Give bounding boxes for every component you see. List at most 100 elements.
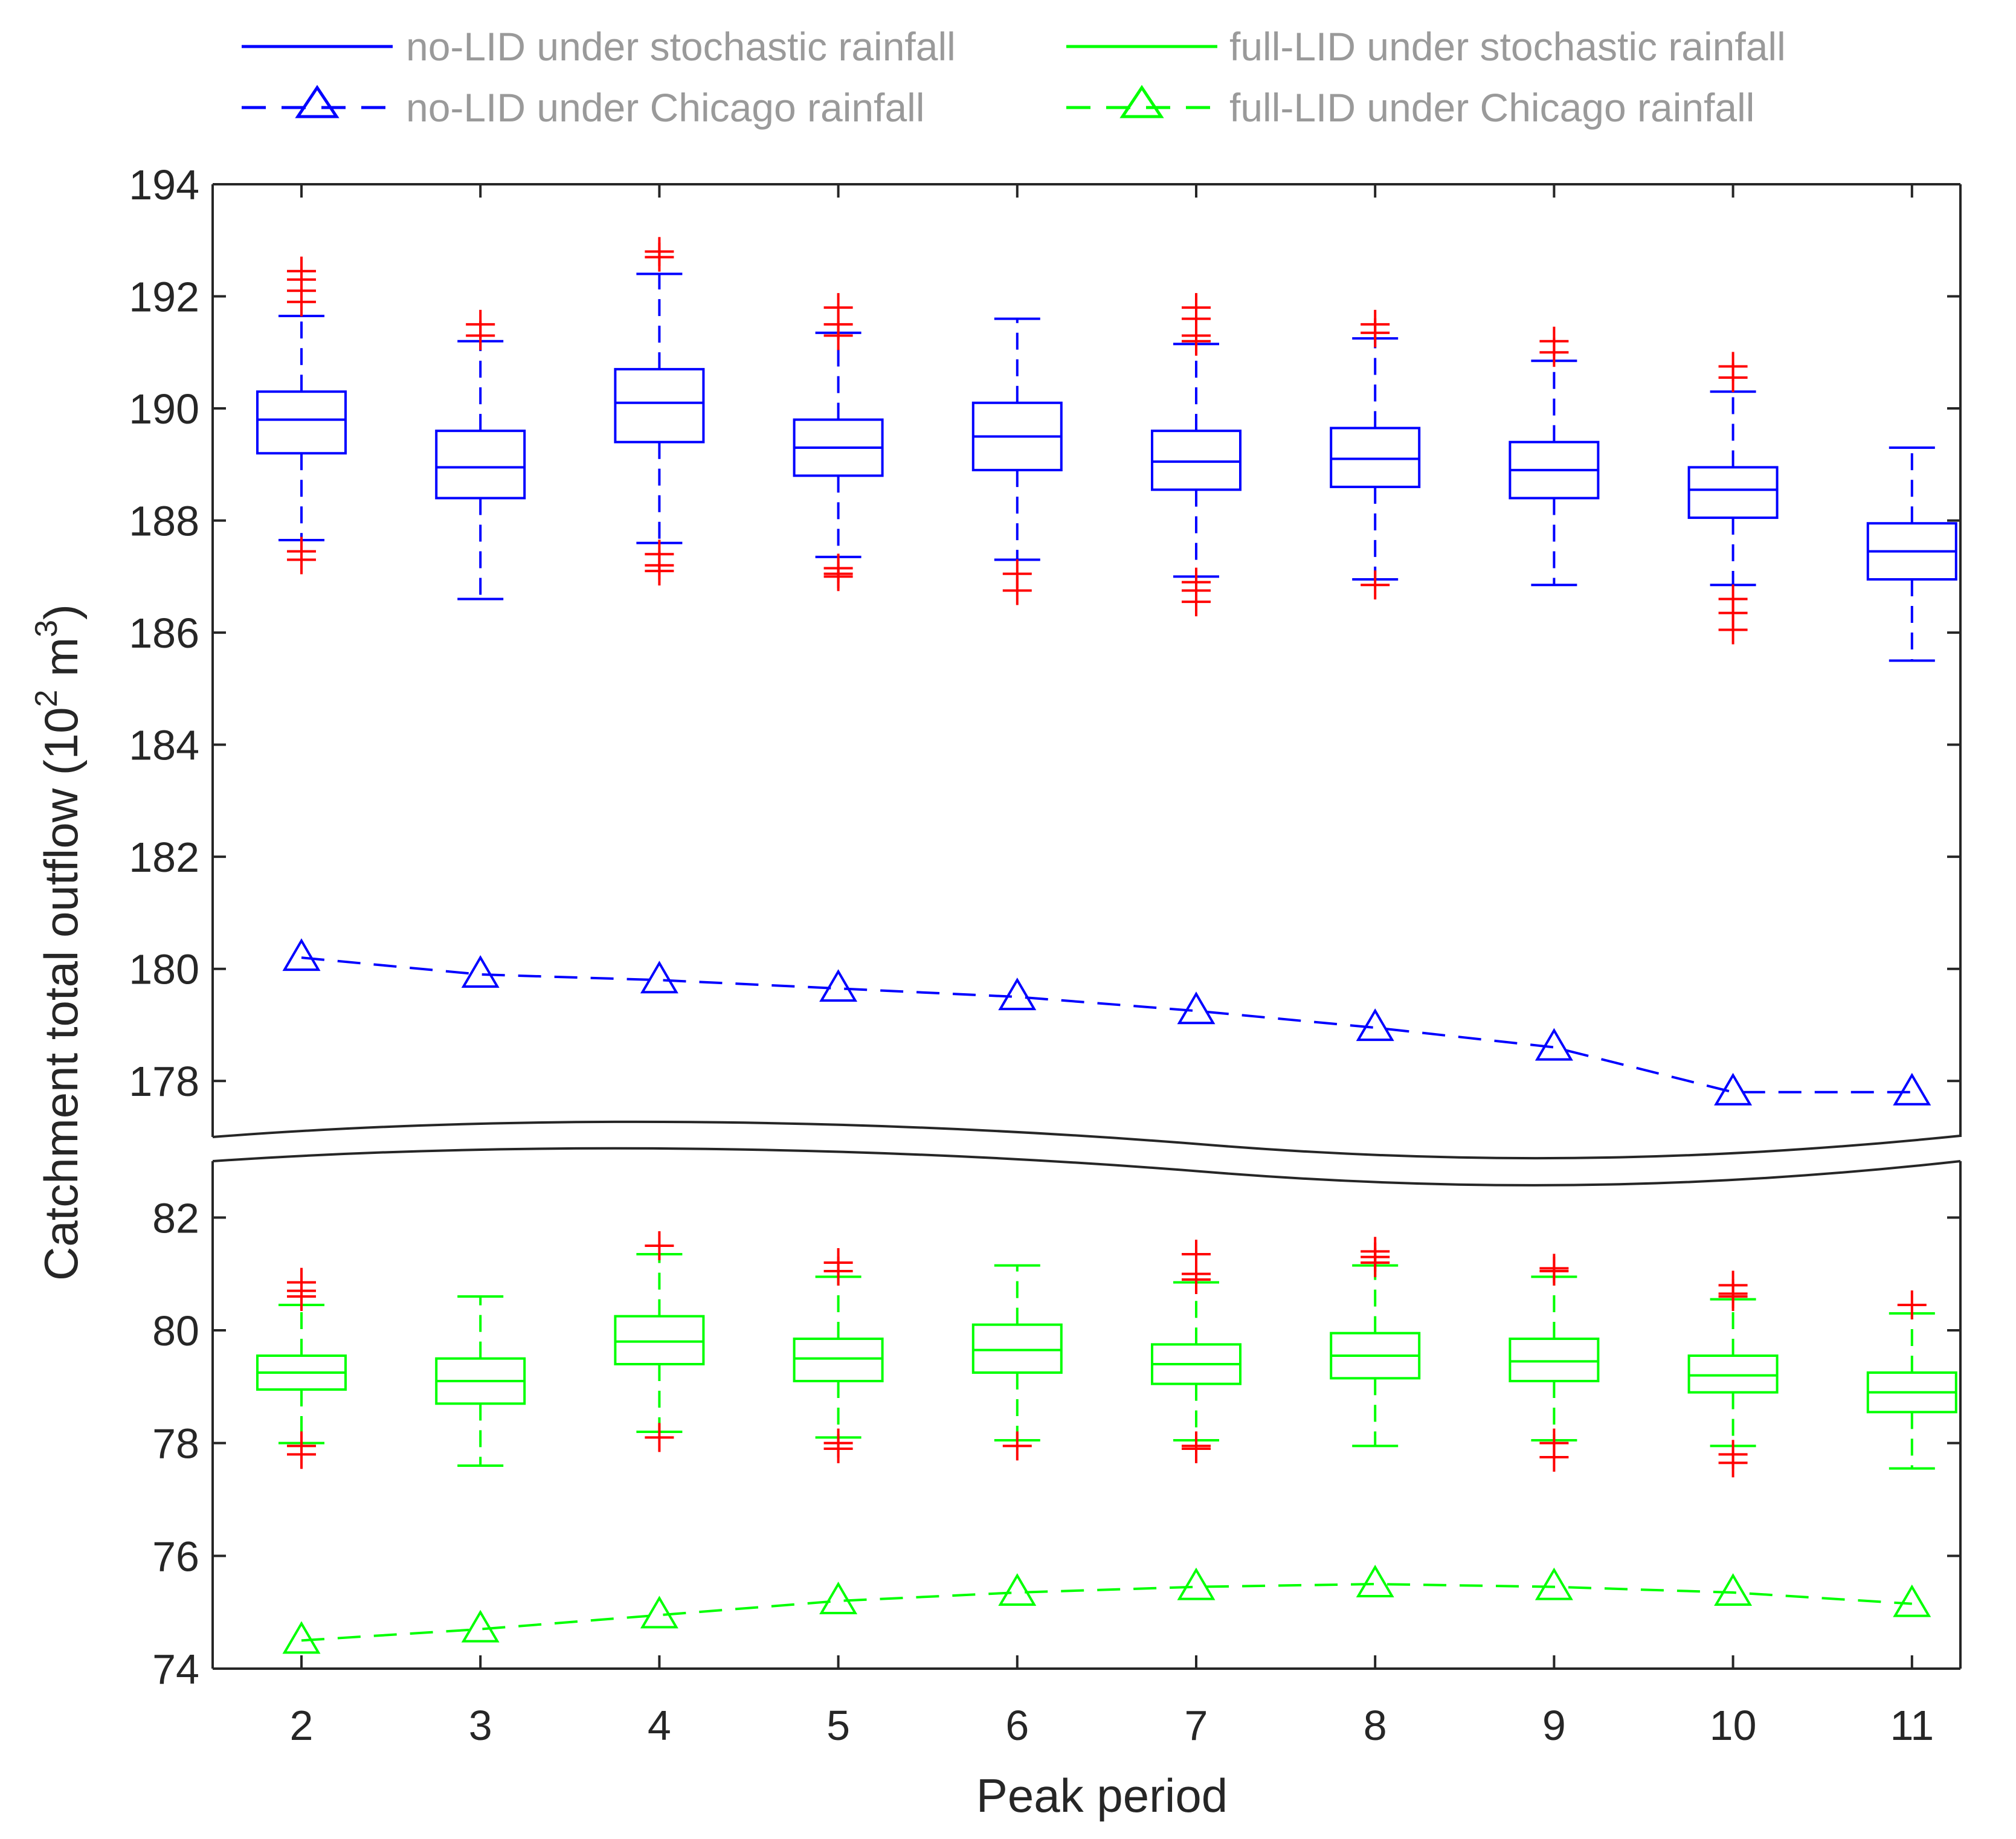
full-lid-under-stochastic-rainfall-box [971,1264,1063,1461]
no-lid-under-stochastic-rainfall-outlier [1361,318,1390,347]
no-lid-under-stochastic-rainfall-outlier [1718,615,1748,645]
no-lid-under-stochastic-rainfall-outlier [823,562,853,591]
full-lid-under-stochastic-rainfall-outlier [645,1423,674,1452]
lower-ytick-label: 82 [152,1194,199,1242]
full-lid-under-stochastic-rainfall-outlier [645,1231,674,1260]
upper-ytick-label: 194 [129,161,199,208]
full-lid-under-chicago-rainfall-marker [1356,1565,1394,1597]
upper-ytick-label: 180 [129,946,199,993]
xtick-label: 11 [1890,1702,1934,1749]
no-lid-under-chicago-rainfall-marker [998,977,1037,1011]
full-lid-under-stochastic-rainfall-outlier [1361,1248,1390,1277]
legend-label-no-lid-chicago: no-LID under Chicago rainfall [406,85,924,130]
lower-ytick-label: 74 [152,1646,199,1693]
no-lid-under-chicago-rainfall-marker [1177,991,1216,1025]
no-lid-under-stochastic-rainfall-outlier [1539,338,1569,367]
no-lid-under-stochastic-rainfall-box [435,309,526,601]
full-lid-under-stochastic-rainfall-outlier [1897,1290,1927,1319]
no-lid-under-chicago-rainfall-line [301,956,1912,1093]
full-lid-under-stochastic-rainfall-box [1330,1237,1421,1448]
full-lid-under-stochastic-rainfall-outlier [1718,1448,1748,1478]
legend-marker-full-lid-chicago [1119,85,1164,118]
full-lid-under-stochastic-rainfall-box [1509,1254,1600,1472]
legend: no-LID under stochastic rainfall full-LI… [242,24,1786,130]
axis-break-lower-curve [212,1147,1961,1187]
plot-layer [256,237,1957,1654]
no-lid-under-stochastic-rainfall-outlier [287,545,316,575]
no-lid-under-stochastic-rainfall-outlier [1002,576,1032,605]
full-lid-under-stochastic-rainfall-box [614,1231,705,1452]
no-lid-under-stochastic-rainfall-outlier [1718,363,1748,393]
no-lid-under-stochastic-rainfall-box [971,317,1063,605]
no-lid-under-stochastic-rainfall-outlier [287,287,316,317]
xtick-label: 9 [1542,1702,1566,1749]
full-lid-under-chicago-rainfall-marker [1714,1573,1753,1606]
lower-ytick-label: 78 [152,1420,199,1467]
y-axis-title-main: Catchment total outflow (10 [34,707,88,1281]
upper-ytick-label: 184 [129,722,199,769]
upper-ytick-label: 182 [129,834,199,881]
y-axis-title-sup2: 3 [29,620,64,637]
no-lid-under-chicago-rainfall-marker [1714,1072,1753,1106]
lower-ytick-label: 80 [152,1307,199,1354]
full-lid-under-stochastic-rainfall-outlier [1182,1265,1211,1294]
upper-ytick-label: 190 [129,385,199,433]
full-lid-under-chicago-rainfall-marker [1535,1567,1573,1600]
upper-ytick-label: 178 [129,1058,199,1105]
full-lid-under-chicago-rainfall-marker [461,1609,500,1643]
upper-ytick-label: 188 [129,498,199,545]
full-lid-under-stochastic-rainfall-outlier [287,1440,316,1469]
upper-ytick-label: 186 [129,610,199,657]
no-lid-under-stochastic-rainfall-box [256,256,347,575]
no-lid-under-chicago-rainfall-marker [640,961,678,994]
full-lid-under-stochastic-rainfall-box [793,1248,884,1463]
upper-ytick-label: 192 [129,274,199,321]
full-lid-under-chicago-rainfall-marker [1177,1567,1216,1600]
xtick-label: 6 [1005,1702,1029,1749]
no-lid-under-stochastic-rainfall-outlier [823,321,853,350]
full-lid-under-chicago-rainfall-marker [640,1596,678,1629]
no-lid-under-chicago-rainfall-marker [461,955,500,988]
full-lid-under-stochastic-rainfall-box [1151,1240,1241,1463]
no-lid-under-stochastic-rainfall-box [1866,446,1957,662]
axis-break-upper-curve [212,1120,1961,1160]
no-lid-under-stochastic-rainfall-outlier [1182,587,1211,617]
xtick-label: 5 [826,1702,850,1749]
full-lid-under-stochastic-rainfall-box [1866,1290,1957,1470]
xtick-label: 7 [1185,1702,1208,1749]
no-lid-under-stochastic-rainfall-box [1330,309,1421,600]
no-lid-under-stochastic-rainfall-box [1687,352,1779,645]
legend-label-full-lid-stochastic: full-LID under stochastic rainfall [1229,24,1786,69]
legend-entry-full-lid-chicago: full-LID under Chicago rainfall [1066,85,1754,130]
lower-ytick-label: 76 [152,1533,199,1580]
legend-label-no-lid-stochastic: no-LID under stochastic rainfall [406,24,956,69]
no-lid-under-stochastic-rainfall-outlier [466,321,495,350]
full-lid-under-stochastic-rainfall-outlier [1539,1257,1569,1286]
no-lid-under-stochastic-rainfall-outlier [645,242,674,272]
no-lid-under-stochastic-rainfall-outlier [645,556,674,586]
xtick-label: 3 [469,1702,492,1749]
legend-entry-no-lid-chicago: no-LID under Chicago rainfall [242,85,924,130]
full-lid-under-chicago-rainfall-marker [998,1573,1037,1606]
full-lid-under-stochastic-rainfall-outlier [823,1434,853,1463]
full-lid-under-chicago-rainfall-marker [282,1621,321,1654]
full-lid-under-stochastic-rainfall-outlier [823,1257,853,1286]
full-lid-under-stochastic-rainfall-outlier [1539,1443,1569,1472]
y-axis-title-sup: 2 [29,690,64,707]
xtick-label: 8 [1364,1702,1387,1749]
y-axis-title-close: ) [34,604,88,620]
axes-layer [211,183,1962,1670]
legend-entry-full-lid-stochastic: full-LID under stochastic rainfall [1066,24,1786,69]
full-lid-under-stochastic-rainfall-outlier [287,1282,316,1311]
full-lid-under-chicago-rainfall-marker [1893,1584,1931,1617]
no-lid-under-stochastic-rainfall-box [614,237,705,586]
legend-label-full-lid-chicago: full-LID under Chicago rainfall [1229,85,1754,130]
no-lid-under-stochastic-rainfall-outlier [1361,570,1390,600]
full-lid-under-chicago-rainfall-line [301,1582,1912,1642]
full-lid-under-stochastic-rainfall-outlier [1718,1282,1748,1311]
full-lid-under-stochastic-rainfall-outlier [1002,1431,1032,1461]
no-lid-under-stochastic-rainfall-box [1509,326,1600,587]
full-lid-under-stochastic-rainfall-outlier [1182,1434,1211,1463]
